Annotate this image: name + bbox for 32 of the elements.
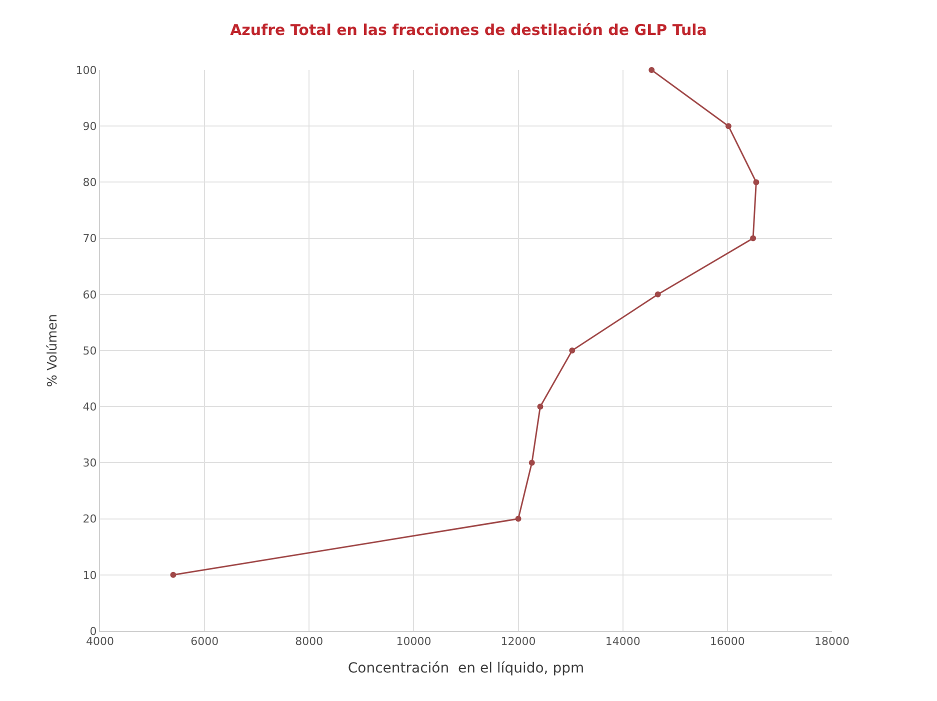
point xyxy=(170,572,176,578)
x-tick-label: 16000 xyxy=(710,635,745,648)
x-tick-label: 12000 xyxy=(500,635,536,648)
y-tick-label: 50 xyxy=(82,344,97,358)
y-tick-label: 70 xyxy=(82,232,97,246)
y-tick-label: 90 xyxy=(82,120,97,133)
point xyxy=(654,291,661,298)
point xyxy=(515,516,522,522)
point xyxy=(537,404,544,410)
x-tick-label: 6000 xyxy=(190,635,219,648)
y-tick-label: 40 xyxy=(82,400,97,414)
x-tick-label: 10000 xyxy=(396,635,432,648)
y-tick-label: 30 xyxy=(82,456,97,470)
y-tick-label: 10 xyxy=(82,568,97,582)
y-tick-label: 0 xyxy=(90,624,97,638)
y-tick-label: 60 xyxy=(82,288,97,302)
y-tick-label: 100 xyxy=(76,64,97,77)
point xyxy=(753,179,760,186)
y-tick-label: 80 xyxy=(82,176,97,190)
x-axis-title: Concentración en el líquido, ppm xyxy=(348,660,584,676)
point xyxy=(648,67,655,73)
y-tick-label: 20 xyxy=(82,512,97,526)
x-tick-label: 8000 xyxy=(295,635,324,648)
point xyxy=(528,460,535,466)
x-tick-label: 14000 xyxy=(605,635,640,648)
point xyxy=(725,123,732,130)
point xyxy=(569,348,576,354)
y-axis-title: % Volúmen xyxy=(46,314,61,388)
chart-title: Azufre Total en las fracciones de destilación de GLP Tula xyxy=(230,21,707,40)
point xyxy=(750,235,756,242)
x-tick-label: 4000 xyxy=(86,635,114,648)
x-tick-label: 18000 xyxy=(814,635,850,648)
